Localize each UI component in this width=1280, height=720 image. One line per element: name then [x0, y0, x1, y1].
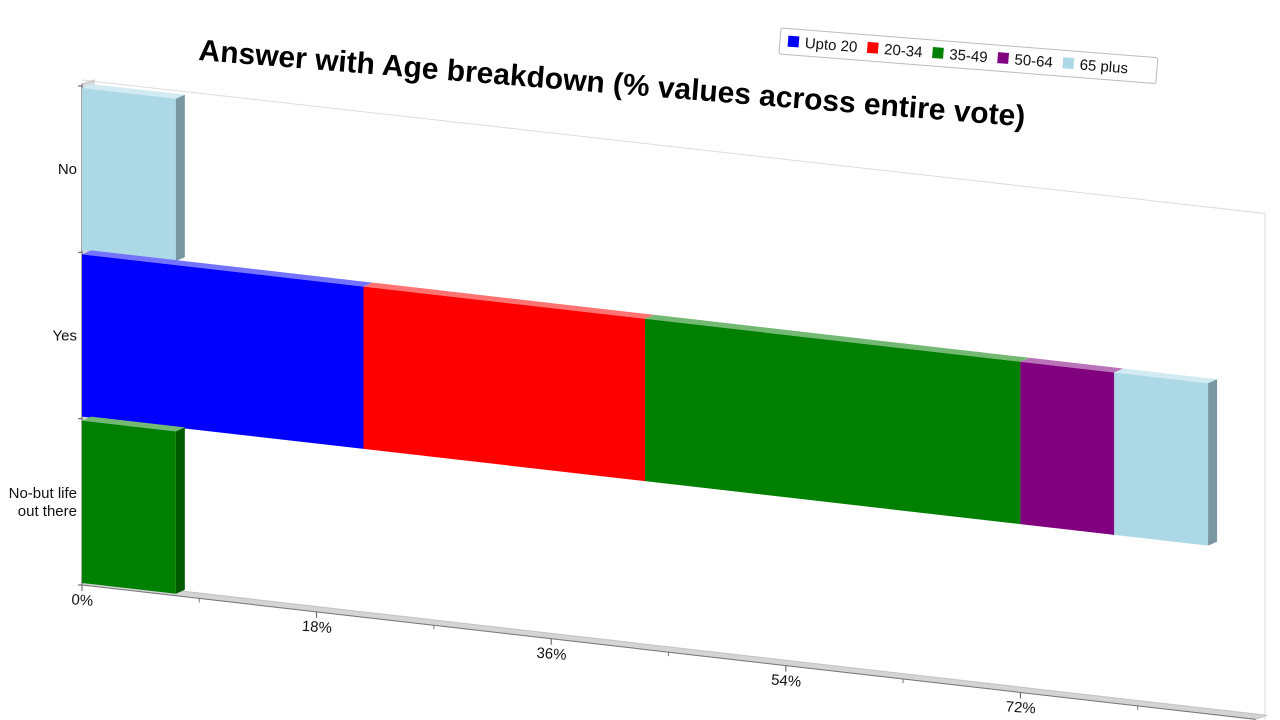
legend-entry: Upto 20	[804, 35, 858, 56]
bar-top-face	[82, 84, 185, 99]
bar-top-face	[82, 416, 185, 432]
x-tick-label: 18%	[301, 618, 332, 637]
bar-segment	[645, 318, 1021, 525]
bar-segment	[363, 286, 646, 482]
bar-segment	[82, 88, 176, 262]
x-tick-label: 54%	[771, 672, 802, 691]
legend: Upto 20 20-34 35-49 50-64 65 plus	[778, 27, 1159, 84]
bars	[82, 84, 1218, 594]
category-label: No	[58, 161, 77, 178]
legend-swatch	[787, 35, 800, 48]
bar-segment	[1020, 361, 1115, 535]
x-axis-floor	[81, 580, 1268, 720]
bar-segment	[1114, 372, 1209, 546]
bar-top-face	[645, 314, 1030, 362]
bar-top-face	[363, 282, 655, 319]
legend-swatch	[866, 41, 879, 54]
legend-entry: 50-64	[1014, 51, 1054, 71]
legend-entry: 65 plus	[1079, 57, 1129, 78]
legend-box	[778, 27, 1159, 84]
bar-top-face	[1114, 368, 1218, 384]
x-tick-label: 72%	[1005, 698, 1036, 717]
bar-top-face	[1020, 357, 1124, 373]
legend-entry: 35-49	[949, 46, 989, 66]
bar-top-face	[82, 250, 373, 287]
bar-side-face	[175, 94, 185, 262]
category-label: No-but life out there	[9, 485, 77, 520]
plot-area	[81, 79, 1266, 720]
legend-entry: 20-34	[883, 41, 923, 61]
legend-swatch	[1062, 57, 1075, 70]
category-label: Yes	[53, 328, 77, 345]
bar-side-face	[1208, 379, 1218, 546]
x-tick-label: 36%	[536, 645, 567, 664]
legend-swatch	[997, 52, 1010, 64]
legend-swatch	[932, 46, 944, 59]
plot-frame	[81, 79, 1266, 720]
bar-segment	[82, 420, 176, 594]
x-tick-label: 0%	[71, 591, 94, 609]
bar-segment	[82, 254, 364, 449]
bar-side-face	[175, 427, 185, 594]
